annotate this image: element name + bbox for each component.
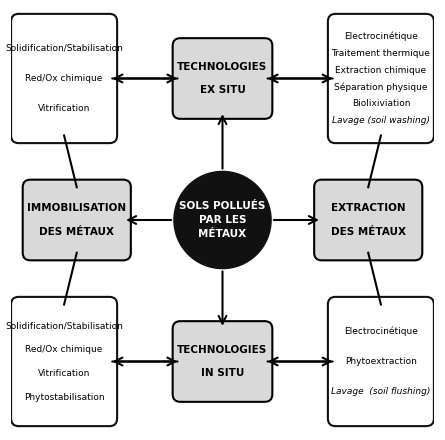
Text: SOLS POLLUÉS
PAR LES
MÉTAUX: SOLS POLLUÉS PAR LES MÉTAUX — [179, 201, 266, 239]
Text: EXTRACTION: EXTRACTION — [331, 203, 405, 213]
Text: EX SITU: EX SITU — [199, 85, 246, 95]
Text: Vitrification: Vitrification — [38, 369, 90, 378]
Text: Phytoextraction: Phytoextraction — [345, 357, 417, 366]
Text: DES MÉTAUX: DES MÉTAUX — [331, 227, 406, 237]
FancyBboxPatch shape — [328, 297, 434, 426]
FancyBboxPatch shape — [173, 321, 272, 402]
Text: Biolixiviation: Biolixiviation — [352, 99, 410, 108]
Text: TECHNOLOGIES: TECHNOLOGIES — [178, 345, 267, 355]
FancyBboxPatch shape — [328, 14, 434, 143]
FancyBboxPatch shape — [314, 180, 422, 260]
Text: Red/Ox chimique: Red/Ox chimique — [25, 74, 103, 83]
Text: Solidification/Stabilisation: Solidification/Stabilisation — [5, 44, 123, 53]
Text: IMMOBILISATION: IMMOBILISATION — [27, 203, 126, 213]
Text: Phytostabilisation: Phytostabilisation — [24, 392, 105, 402]
Text: Lavage (soil washing): Lavage (soil washing) — [332, 116, 430, 125]
Circle shape — [174, 172, 271, 268]
FancyBboxPatch shape — [173, 38, 272, 119]
Text: Electrocinétique: Electrocinétique — [344, 32, 418, 41]
FancyBboxPatch shape — [11, 297, 117, 426]
Text: Red/Ox chimique: Red/Ox chimique — [25, 345, 103, 354]
FancyBboxPatch shape — [23, 180, 131, 260]
Text: DES MÉTAUX: DES MÉTAUX — [39, 227, 114, 237]
Text: Traitement thermique: Traitement thermique — [332, 49, 430, 58]
Text: Séparation physique: Séparation physique — [334, 82, 428, 92]
Text: Vitrification: Vitrification — [38, 104, 90, 113]
Text: TECHNOLOGIES: TECHNOLOGIES — [178, 62, 267, 72]
Text: Electrocinétique: Electrocinétique — [344, 327, 418, 336]
FancyBboxPatch shape — [11, 14, 117, 143]
Text: Lavage  (soil flushing): Lavage (soil flushing) — [331, 387, 431, 396]
Text: Solidification/Stabilisation: Solidification/Stabilisation — [5, 321, 123, 330]
Text: IN SITU: IN SITU — [201, 368, 244, 378]
Text: Extraction chimique: Extraction chimique — [336, 66, 426, 75]
